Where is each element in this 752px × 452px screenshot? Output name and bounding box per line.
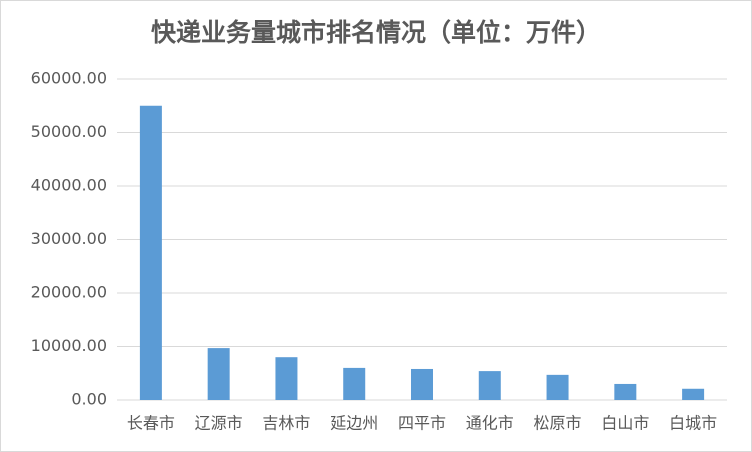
bar: [478, 371, 501, 400]
y-tick-label: 10000.00: [31, 336, 107, 355]
bar: [343, 367, 366, 400]
x-tick-label: 白山市: [601, 414, 649, 433]
bar: [207, 348, 230, 400]
y-tick-label: 60000.00: [31, 69, 107, 88]
x-tick-label: 白城市: [669, 414, 717, 433]
bar: [139, 105, 162, 400]
bar: [546, 374, 569, 400]
y-tick-label: 20000.00: [31, 283, 107, 302]
x-tick-label: 四平市: [398, 414, 446, 433]
chart-title: 快递业务量城市排名情况（单位：万件）: [151, 18, 601, 47]
x-tick-label: 长春市: [127, 414, 175, 433]
y-tick-label: 50000.00: [31, 122, 107, 141]
x-tick-label: 辽源市: [195, 414, 243, 433]
x-tick-label: 通化市: [466, 414, 514, 433]
y-tick-label: 0.00: [71, 390, 107, 409]
bar: [682, 388, 705, 400]
bar: [411, 368, 433, 400]
x-tick-label: 吉林市: [262, 414, 310, 433]
x-tick-label: 延边州: [330, 414, 378, 433]
y-tick-label: 30000.00: [31, 229, 107, 248]
bar: [614, 383, 637, 400]
y-tick-label: 40000.00: [31, 176, 107, 195]
bar: [275, 357, 298, 400]
x-tick-label: 松原市: [534, 414, 582, 433]
